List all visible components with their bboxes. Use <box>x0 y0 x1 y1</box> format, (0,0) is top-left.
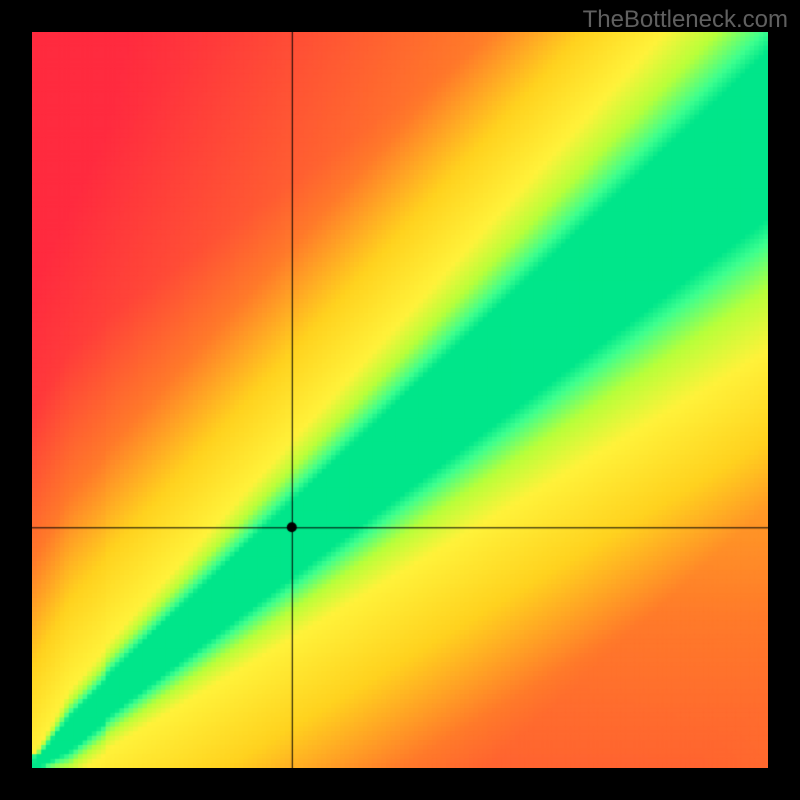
chart-container: TheBottleneck.com <box>0 0 800 800</box>
watermark-text: TheBottleneck.com <box>583 6 788 34</box>
heatmap-canvas <box>32 32 768 768</box>
